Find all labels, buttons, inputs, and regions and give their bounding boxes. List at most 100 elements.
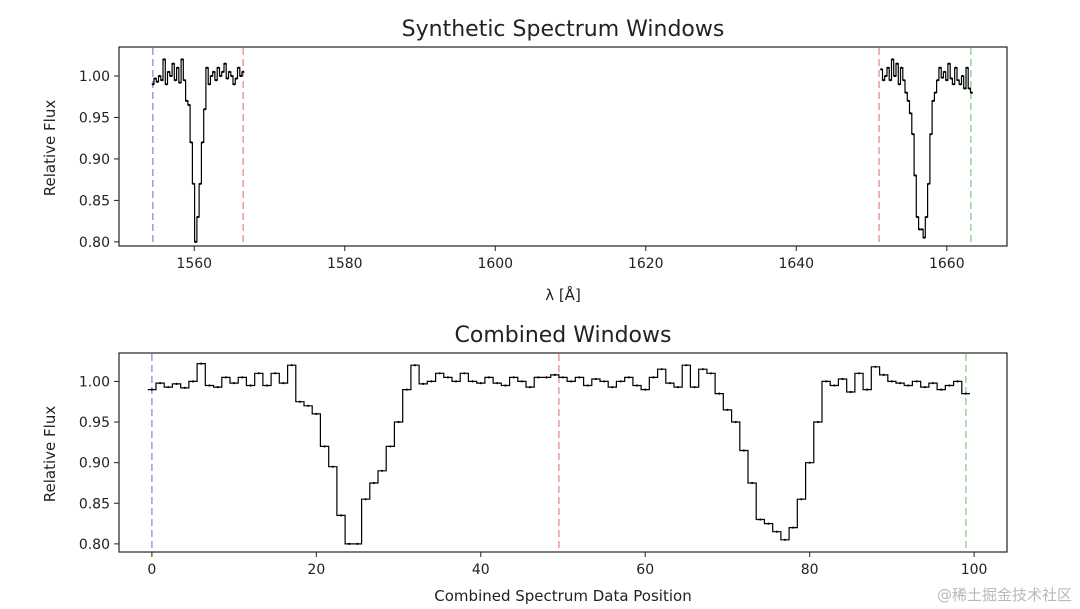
bottom-chart-title: Combined Windows <box>455 323 672 348</box>
bottom-data-point <box>890 380 894 383</box>
bottom-data-point <box>561 376 565 379</box>
bottom-data-point <box>208 384 211 387</box>
bottom-xtick-label: 40 <box>472 562 490 578</box>
bottom-data-point <box>800 498 803 501</box>
bottom-data-point <box>290 364 293 367</box>
bottom-data-point <box>849 390 852 394</box>
bottom-chart-ylabel: Relative Flux <box>41 406 59 503</box>
top-data-point <box>165 83 168 86</box>
bottom-data-point <box>816 420 820 424</box>
top-data-point <box>215 79 218 82</box>
bottom-data-point <box>298 400 301 403</box>
bottom-data-point <box>792 526 795 529</box>
top-data-point <box>156 80 159 83</box>
bottom-data-point <box>282 382 285 385</box>
top-data-point <box>190 141 193 144</box>
top-data-point <box>233 83 236 86</box>
top-data-point <box>242 70 245 73</box>
bottom-data-point <box>923 386 926 389</box>
bottom-data-point <box>496 382 499 385</box>
top-data-point <box>196 215 200 219</box>
top-data-point <box>927 182 930 185</box>
bottom-data-point <box>718 392 721 395</box>
bottom-data-point <box>356 542 359 546</box>
top-data-point <box>217 66 220 69</box>
bottom-ytick-label: 0.80 <box>79 537 110 553</box>
bottom-data-point <box>709 372 713 375</box>
bottom-data-point <box>339 514 343 517</box>
top-data-point <box>943 70 946 73</box>
bottom-data-point <box>315 412 318 415</box>
bottom-data-point <box>907 384 910 387</box>
bottom-data-point <box>783 538 787 541</box>
bottom-data-point <box>841 377 844 381</box>
bottom-data-point <box>578 376 581 379</box>
top-data-point <box>968 87 971 90</box>
top-data-point <box>898 83 901 86</box>
top-data-point <box>176 66 179 69</box>
bottom-data-point <box>430 380 433 383</box>
top-xtick-label: 1560 <box>176 256 212 272</box>
top-data-point <box>941 76 944 79</box>
top-data-point <box>203 108 206 111</box>
bottom-data-point <box>570 380 573 383</box>
bottom-data-point <box>249 384 252 387</box>
top-data-point <box>192 182 195 185</box>
top-data-point <box>918 228 921 231</box>
top-data-point <box>970 91 973 94</box>
bottom-data-point <box>405 388 408 391</box>
top-data-point <box>952 83 955 86</box>
top-data-point <box>920 228 924 231</box>
top-data-point <box>945 79 948 82</box>
top-data-point <box>950 77 953 80</box>
bottom-data-point <box>964 392 968 395</box>
top-data-point <box>174 79 177 82</box>
top-data-point <box>914 174 917 177</box>
top-data-point <box>907 99 910 102</box>
bottom-xtick-label: 60 <box>636 562 654 578</box>
bottom-data-point <box>191 380 195 383</box>
top-data-point <box>172 62 175 65</box>
bottom-data-point <box>874 365 877 368</box>
bottom-data-point <box>265 384 269 387</box>
bottom-data-point <box>685 364 688 367</box>
bottom-data-point <box>438 372 441 375</box>
top-data-point <box>210 74 213 78</box>
bottom-plot-frame <box>118 352 1008 553</box>
bottom-data-point <box>200 362 203 365</box>
bottom-data-point <box>389 445 392 448</box>
top-data-point <box>932 99 935 102</box>
top-data-point <box>208 83 211 86</box>
bottom-data-point <box>882 373 885 376</box>
top-data-point <box>887 66 890 69</box>
bottom-xtick-label: 80 <box>801 562 819 578</box>
bottom-ytick-label: 1.00 <box>79 374 110 390</box>
bottom-data-point <box>775 530 778 533</box>
bottom-data-point <box>381 469 384 472</box>
bottom-data-point <box>274 372 277 375</box>
top-ytick-label: 1.00 <box>79 69 110 85</box>
bottom-data-point <box>668 382 672 385</box>
top-data-point <box>235 77 238 80</box>
bottom-ytick-label: 0.95 <box>79 415 110 431</box>
top-data-point <box>896 62 899 65</box>
bottom-data-point <box>307 404 310 407</box>
top-data-point <box>237 66 240 69</box>
top-data-point <box>936 79 939 82</box>
bottom-data-point <box>241 376 244 379</box>
bottom-data-point <box>397 420 400 424</box>
bottom-data-point <box>734 420 737 424</box>
bottom-data-point <box>323 445 326 448</box>
top-data-point <box>961 74 964 78</box>
top-chart-title: Synthetic Spectrum Windows <box>402 17 725 42</box>
top-ytick-label: 0.80 <box>79 235 110 251</box>
bottom-data-point <box>594 377 598 381</box>
top-data-point <box>181 58 184 61</box>
bottom-data-point <box>455 380 458 383</box>
top-data-point <box>228 70 231 73</box>
bottom-ytick-label: 0.90 <box>79 456 110 472</box>
bottom-data-point <box>422 382 425 385</box>
bottom-data-point <box>159 382 162 385</box>
bottom-data-point <box>857 372 861 375</box>
top-data-point <box>224 62 227 65</box>
